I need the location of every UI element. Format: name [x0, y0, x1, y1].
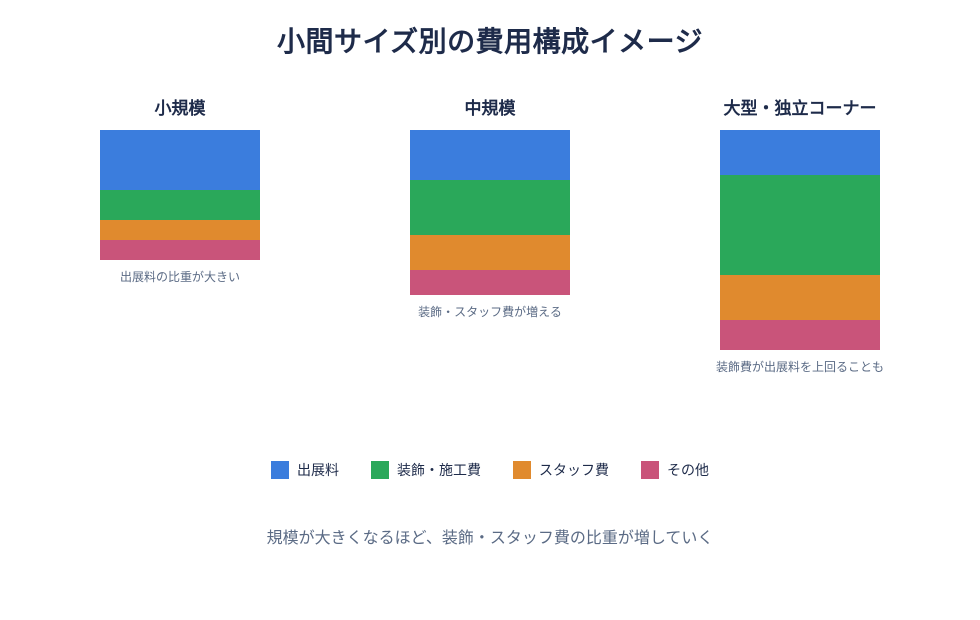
bar-segment-0-2 [100, 220, 260, 240]
panel-title-1: 中規模 [464, 99, 516, 119]
bar-segment-2-3 [720, 320, 880, 350]
panel-title-2: 大型・独立コーナー [723, 99, 877, 119]
legend-item-2: スタッフ費 [513, 460, 609, 480]
bar-segment-0-0 [100, 130, 260, 190]
chart-title: 小間サイズ別の費用構成イメージ [276, 25, 704, 58]
bar-segment-2-0 [720, 130, 880, 175]
panel-note-0: 出展料の比重が大きい [119, 270, 240, 284]
legend-label-1: 装飾・施工費 [397, 463, 481, 479]
bar-segment-2-2 [720, 275, 880, 320]
bar-segment-1-3 [410, 270, 570, 295]
bar-segment-1-2 [410, 235, 570, 270]
bar-segment-1-0 [410, 130, 570, 180]
legend-swatch-3 [641, 461, 659, 479]
legend-swatch-0 [271, 461, 289, 479]
legend-item-1: 装飾・施工費 [371, 460, 481, 480]
footnote: 規模が大きくなるほど、装飾・スタッフ費の比重が増していく [266, 528, 714, 547]
legend-label-3: その他 [667, 463, 709, 479]
bar-segment-0-1 [100, 190, 260, 220]
bar-segment-2-1 [720, 175, 880, 275]
legend-label-0: 出展料 [297, 463, 339, 479]
bar-segment-0-3 [100, 240, 260, 260]
legend-item-0: 出展料 [271, 460, 339, 480]
panel-note-2: 装飾費が出展料を上回ることも [715, 360, 884, 374]
panel-title-0: 小規模 [154, 99, 206, 119]
legend-swatch-1 [371, 461, 389, 479]
legend-label-2: スタッフ費 [539, 463, 609, 479]
legend: 出展料 装飾・施工費 スタッフ費 その他 [0, 460, 980, 480]
legend-swatch-2 [513, 461, 531, 479]
legend-item-3: その他 [641, 460, 709, 480]
bar-segment-1-1 [410, 180, 570, 235]
panel-note-1: 装飾・スタッフ費が増える [418, 305, 562, 319]
